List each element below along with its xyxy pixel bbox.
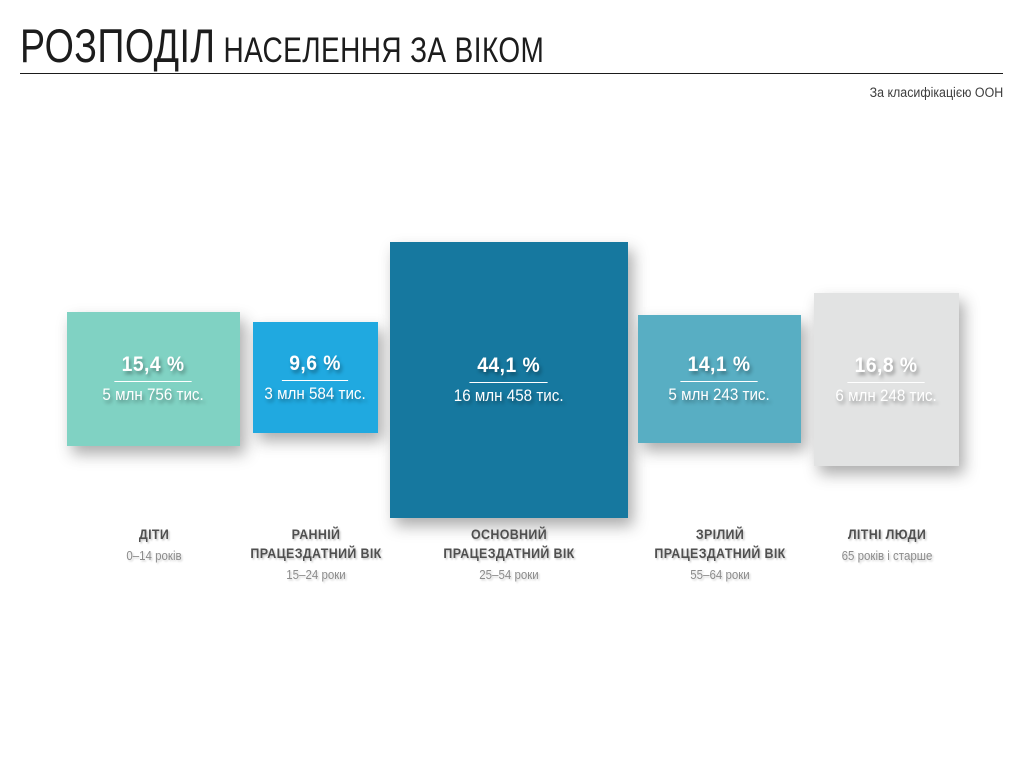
percent-label: 15,4 % xyxy=(114,353,193,382)
label-early-working-age: РАННІЙ ПРАЦЕЗДАТНИЙ ВІК 15–24 роки xyxy=(215,526,417,582)
block-elderly: 16,8 % 6 млн 248 тис. xyxy=(814,293,959,466)
block-early-working-age: 9,6 % 3 млн 584 тис. xyxy=(253,322,378,433)
category-title: РАННІЙ ПРАЦЕЗДАТНИЙ ВІК xyxy=(250,527,382,561)
age-range: 65 років і старше xyxy=(841,548,933,563)
label-mature-working-age: ЗРІЛИЙ ПРАЦЕЗДАТНИЙ ВІК 55–64 роки xyxy=(619,526,821,582)
population-label: 3 млн 584 тис. xyxy=(264,384,367,403)
category-title: ЗРІЛИЙ ПРАЦЕЗДАТНИЙ ВІК xyxy=(654,527,786,561)
percent-label: 16,8 % xyxy=(847,354,926,383)
block-children: 15,4 % 5 млн 756 тис. xyxy=(67,312,240,446)
classification-note: За класифікацією ООН xyxy=(869,85,1003,100)
age-range: 15–24 роки xyxy=(286,567,346,582)
category-title: ДІТИ xyxy=(138,527,170,542)
label-elderly: ЛІТНІ ЛЮДИ 65 років і старше xyxy=(786,526,988,563)
age-range: 0–14 років xyxy=(126,548,182,563)
population-label: 6 млн 248 тис. xyxy=(835,386,938,405)
block-core-working-age-content: 44,1 % 16 млн 458 тис. xyxy=(454,354,564,406)
age-range: 55–64 роки xyxy=(690,567,750,582)
title-divider xyxy=(20,73,1003,74)
page-title: РОЗПОДІЛ НАСЕЛЕННЯ ЗА ВІКОМ xyxy=(20,22,544,69)
block-early-working-age-content: 9,6 % 3 млн 584 тис. xyxy=(265,352,366,404)
category-title: ЛІТНІ ЛЮДИ xyxy=(847,527,927,542)
block-core-working-age: 44,1 % 16 млн 458 тис. xyxy=(390,242,628,518)
page-title-emphasis: РОЗПОДІЛ xyxy=(20,19,216,72)
block-children-content: 15,4 % 5 млн 756 тис. xyxy=(103,353,204,405)
label-core-working-age: ОСНОВНИЙ ПРАЦЕЗДАТНИЙ ВІК 25–54 роки xyxy=(408,526,610,582)
age-range: 25–54 роки xyxy=(479,567,539,582)
label-children: ДІТИ 0–14 років xyxy=(53,526,255,563)
percent-label: 44,1 % xyxy=(470,354,548,383)
percent-label: 14,1 % xyxy=(680,353,759,382)
block-elderly-content: 16,8 % 6 млн 248 тис. xyxy=(836,354,937,406)
percent-label: 9,6 % xyxy=(282,352,349,381)
population-label: 5 млн 243 тис. xyxy=(668,386,771,404)
block-mature-working-age-content: 14,1 % 5 млн 243 тис. xyxy=(669,353,770,405)
category-title: ОСНОВНИЙ ПРАЦЕЗДАТНИЙ ВІК xyxy=(443,527,575,561)
page-title-rest: НАСЕЛЕННЯ ЗА ВІКОМ xyxy=(223,31,545,70)
block-mature-working-age: 14,1 % 5 млн 243 тис. xyxy=(638,315,801,443)
population-label: 5 млн 756 тис. xyxy=(102,386,205,404)
population-label: 16 млн 458 тис. xyxy=(454,387,564,405)
